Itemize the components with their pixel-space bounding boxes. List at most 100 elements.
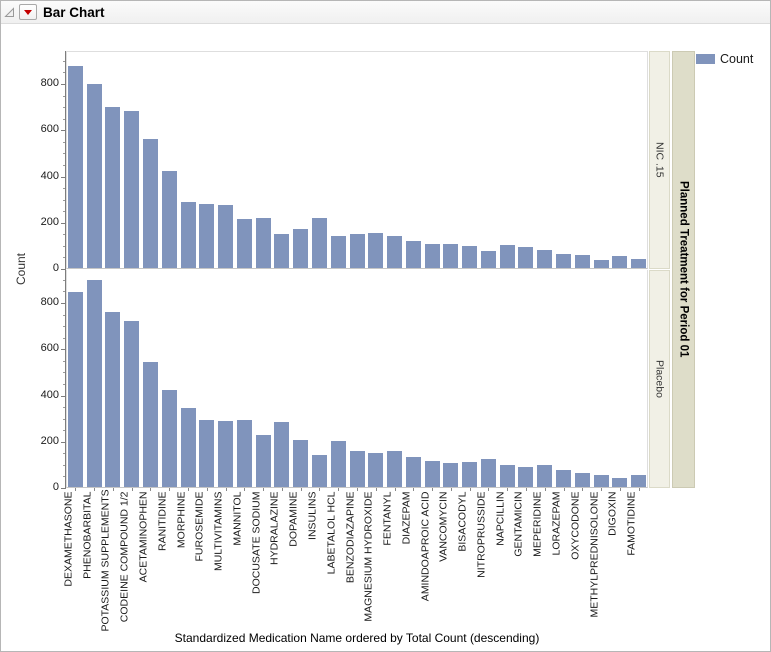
- x-tick-label: FAMOTIDINE: [625, 491, 638, 556]
- bar[interactable]: [405, 241, 421, 268]
- bar[interactable]: [462, 246, 478, 268]
- bar[interactable]: [105, 107, 121, 268]
- bar[interactable]: [218, 205, 234, 268]
- bar[interactable]: [443, 244, 459, 268]
- bar[interactable]: [180, 202, 196, 268]
- y-minor-tick: [63, 315, 66, 316]
- bar[interactable]: [556, 470, 572, 487]
- bar[interactable]: [161, 171, 177, 268]
- bar[interactable]: [631, 259, 647, 268]
- bar[interactable]: [67, 66, 83, 268]
- bar[interactable]: [593, 260, 609, 268]
- bar[interactable]: [443, 463, 459, 487]
- bar[interactable]: [311, 455, 327, 487]
- y-minor-tick: [63, 188, 66, 189]
- x-tick-label: METHYLPREDNISOLONE: [588, 491, 601, 618]
- bar[interactable]: [199, 420, 215, 487]
- x-tick-label: AMINDOAPROIC ACID: [419, 491, 432, 601]
- bar[interactable]: [368, 233, 384, 268]
- x-tick-label: MANNITOL: [231, 491, 244, 546]
- bar[interactable]: [142, 362, 158, 487]
- bar[interactable]: [462, 462, 478, 487]
- x-category-tick: [470, 488, 471, 491]
- x-category-tick: [564, 488, 565, 491]
- disclosure-triangle-icon[interactable]: [4, 6, 15, 18]
- bar[interactable]: [293, 229, 309, 268]
- bar[interactable]: [274, 422, 290, 487]
- bar[interactable]: [480, 459, 496, 487]
- bar[interactable]: [593, 475, 609, 487]
- bar[interactable]: [330, 236, 346, 268]
- y-major-tick: [61, 488, 66, 489]
- bar[interactable]: [387, 236, 403, 268]
- bar[interactable]: [255, 218, 271, 268]
- x-category-tick: [188, 488, 189, 491]
- y-minor-tick: [63, 61, 66, 62]
- y-major-tick: [61, 130, 66, 131]
- bar[interactable]: [518, 467, 534, 487]
- x-category-tick: [451, 488, 452, 491]
- legend-swatch[interactable]: [696, 54, 715, 64]
- x-tick-label: MULTIVITAMINS: [212, 491, 225, 571]
- bar[interactable]: [499, 465, 515, 487]
- bar[interactable]: [236, 219, 252, 268]
- bar[interactable]: [405, 457, 421, 487]
- bar[interactable]: [612, 256, 628, 268]
- bar[interactable]: [556, 254, 572, 268]
- bar[interactable]: [67, 292, 83, 487]
- x-category-tick: [639, 488, 640, 491]
- plot-panel-nic-15: [66, 51, 648, 269]
- bar[interactable]: [330, 441, 346, 487]
- red-triangle-menu-button[interactable]: [19, 4, 37, 20]
- bar[interactable]: [349, 451, 365, 487]
- panel-label-nic-15: NIC .15: [649, 51, 670, 269]
- bar[interactable]: [574, 473, 590, 487]
- y-major-tick: [61, 303, 66, 304]
- bar[interactable]: [274, 234, 290, 268]
- y-major-tick: [61, 269, 66, 270]
- bar[interactable]: [537, 250, 553, 268]
- bar[interactable]: [161, 390, 177, 487]
- y-tick-label: 400: [40, 170, 59, 182]
- bar[interactable]: [105, 312, 121, 487]
- x-tick-label: GENTAMICIN: [512, 491, 525, 557]
- bar[interactable]: [499, 245, 515, 268]
- bar[interactable]: [180, 408, 196, 487]
- bar[interactable]: [236, 420, 252, 487]
- x-axis-title: Standardized Medication Name ordered by …: [174, 631, 540, 645]
- bar[interactable]: [424, 244, 440, 268]
- bar[interactable]: [86, 280, 102, 487]
- bar[interactable]: [612, 478, 628, 487]
- bar[interactable]: [124, 111, 140, 268]
- bar[interactable]: [631, 475, 647, 487]
- panel-strip-title: Planned Treatment for Period 01: [672, 51, 695, 488]
- x-category-tick: [582, 488, 583, 491]
- x-tick-label: DIAZEPAM: [400, 491, 413, 544]
- y-axis-line[interactable]: [65, 51, 66, 488]
- bar[interactable]: [86, 84, 102, 268]
- bar[interactable]: [537, 465, 553, 487]
- bar[interactable]: [518, 247, 534, 268]
- x-category-tick: [507, 488, 508, 491]
- bar[interactable]: [480, 251, 496, 268]
- bar[interactable]: [387, 451, 403, 487]
- bar[interactable]: [311, 218, 327, 268]
- x-category-tick: [113, 488, 114, 491]
- red-triangle-icon: [24, 9, 32, 15]
- bar[interactable]: [349, 234, 365, 268]
- bar[interactable]: [142, 139, 158, 268]
- bar[interactable]: [574, 255, 590, 268]
- bar[interactable]: [293, 440, 309, 487]
- bar[interactable]: [199, 204, 215, 268]
- bar[interactable]: [124, 321, 140, 487]
- x-tick-label: NITROPRUSSIDE: [475, 491, 488, 578]
- bar[interactable]: [218, 421, 234, 487]
- bar[interactable]: [255, 435, 271, 487]
- y-major-tick: [61, 223, 66, 224]
- bar[interactable]: [424, 461, 440, 487]
- bar[interactable]: [368, 453, 384, 487]
- y-minor-tick: [63, 257, 66, 258]
- y-tick-label: 600: [40, 342, 59, 354]
- y-minor-tick: [63, 246, 66, 247]
